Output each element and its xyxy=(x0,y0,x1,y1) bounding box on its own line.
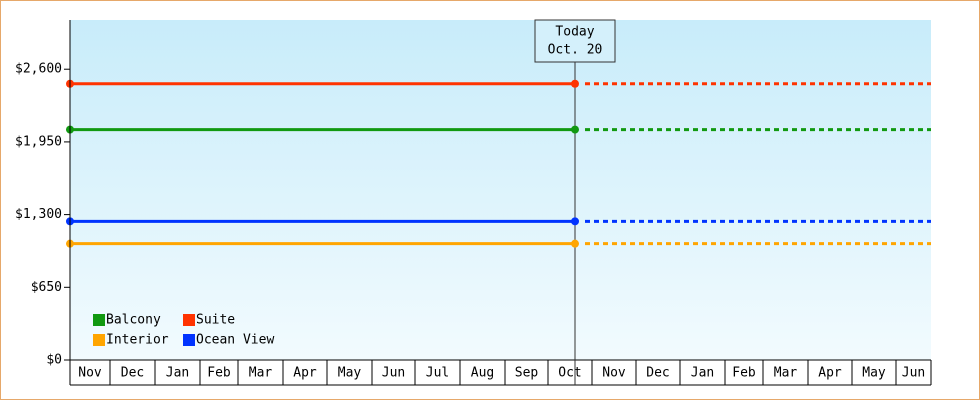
legend-label: Ocean View xyxy=(196,333,274,348)
legend-swatch xyxy=(183,334,195,346)
x-tick-label: Mar xyxy=(249,366,273,381)
x-tick-label: Apr xyxy=(293,366,317,381)
x-tick-label: May xyxy=(338,366,362,381)
x-tick-label: Mar xyxy=(774,366,798,381)
today-box xyxy=(534,19,616,63)
today-label: Today xyxy=(555,25,594,40)
y-tick-label: $1,950 xyxy=(15,134,62,149)
y-tick-label: $0 xyxy=(46,353,62,368)
x-tick-label: Feb xyxy=(207,366,231,381)
x-tick-label: Sep xyxy=(515,366,539,381)
y-tick-label: $1,300 xyxy=(15,207,62,222)
x-tick-label: Dec xyxy=(646,366,669,381)
legend-swatch xyxy=(93,314,105,326)
x-tick-label: Jan xyxy=(691,366,714,381)
x-tick-label: May xyxy=(862,366,886,381)
x-tick-label: Oct xyxy=(558,366,581,381)
x-tick-label: Nov xyxy=(602,366,626,381)
plot-area xyxy=(70,20,931,360)
x-tick-label: Aug xyxy=(471,366,494,381)
x-tick-label: Jun xyxy=(902,366,925,381)
x-tick-label: Jun xyxy=(382,366,405,381)
legend-label: Interior xyxy=(106,333,169,348)
legend-swatch xyxy=(93,334,105,346)
x-tick-label: Apr xyxy=(818,366,842,381)
legend-label: Suite xyxy=(196,313,235,328)
y-tick-label: $2,600 xyxy=(15,62,62,77)
today-date: Oct. 20 xyxy=(548,43,603,58)
legend-swatch xyxy=(183,314,195,326)
x-tick-label: Nov xyxy=(78,366,102,381)
x-tick-label: Jul xyxy=(426,366,449,381)
y-tick-label: $650 xyxy=(31,280,62,295)
x-tick-label: Jan xyxy=(166,366,189,381)
legend-label: Balcony xyxy=(106,313,161,328)
x-tick-label: Feb xyxy=(732,366,756,381)
x-tick-label: Dec xyxy=(121,366,144,381)
point xyxy=(571,239,579,248)
point xyxy=(571,125,579,134)
point xyxy=(571,79,579,88)
point xyxy=(571,217,579,226)
